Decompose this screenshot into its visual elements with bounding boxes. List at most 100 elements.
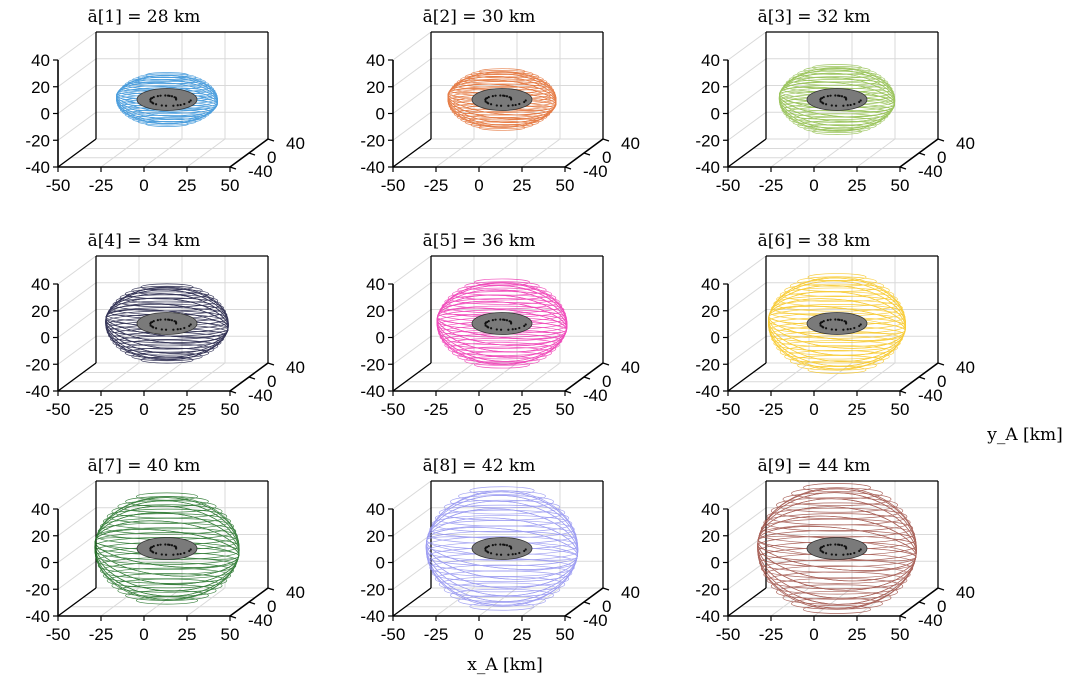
crater-dot [511, 328, 514, 331]
grid-line [392, 534, 432, 563]
box-edge [727, 362, 767, 392]
z-tick-label: -20 [695, 580, 720, 599]
grid-line [856, 362, 896, 392]
y-tick-label: 40 [956, 583, 975, 602]
crater-dot [499, 94, 502, 97]
orbit-track [797, 120, 877, 131]
crater-dot [853, 551, 856, 555]
crater-dot [843, 96, 846, 99]
grid-line [392, 85, 432, 114]
asteroid-body [806, 88, 868, 111]
crater-dot [845, 546, 848, 549]
orbit-track [792, 116, 882, 129]
orbit-track [460, 74, 544, 85]
z-tick-label: 0 [376, 105, 385, 124]
y-tick [918, 152, 926, 156]
y-tick-label: 0 [267, 148, 276, 167]
orbit-track [447, 342, 557, 356]
y-tick [267, 587, 275, 591]
crater-dot [164, 328, 168, 331]
x-tick-label: 0 [139, 400, 148, 419]
z-tick-label: 40 [701, 275, 720, 294]
x-tick-label: 50 [891, 176, 910, 195]
grid-line [521, 138, 561, 168]
grid-line [143, 362, 183, 392]
grid-line [57, 534, 97, 563]
crater-dot [824, 103, 828, 106]
crater-dot [826, 544, 829, 547]
crater-dot [523, 100, 526, 104]
crater-dot [179, 552, 182, 556]
z-tick-label: -40 [360, 382, 385, 401]
y-tick [248, 376, 256, 380]
grid-line [57, 507, 97, 537]
y-tick [899, 615, 907, 619]
orbit-track [478, 124, 526, 131]
crater-dot [824, 327, 828, 330]
crater-dot [826, 319, 829, 322]
x-tick-label: 0 [809, 625, 818, 644]
z-tick-label: 20 [31, 302, 50, 321]
x-tick-label: 50 [556, 625, 575, 644]
orbit-shell [436, 278, 568, 369]
crater-dot [484, 100, 487, 103]
z-tick-label: -40 [360, 607, 385, 626]
crater-dot [834, 543, 837, 546]
crater-dot [511, 104, 514, 107]
y-tick-label: 0 [937, 148, 946, 167]
grid-line [186, 362, 226, 392]
crater-dot [845, 97, 848, 100]
box-edge [57, 362, 97, 392]
crater-dot [160, 328, 163, 331]
crater-dot [176, 553, 179, 556]
asteroid-shape [471, 88, 533, 111]
x-tick-label: -25 [424, 400, 449, 419]
grid-line [727, 480, 767, 510]
z-tick-label: -40 [25, 382, 50, 401]
crater-dot [159, 94, 162, 97]
crater-dot [499, 318, 502, 321]
y-tick-label: -40 [248, 162, 273, 181]
x-tick-label: 25 [848, 625, 867, 644]
crater-dot [499, 543, 502, 546]
crater-dot [846, 104, 849, 107]
x-tick-label: 50 [221, 176, 240, 195]
crater-dot [503, 94, 506, 98]
y-tick [583, 152, 591, 156]
crater-dot [840, 544, 844, 547]
crater-dot [175, 546, 178, 549]
crater-dot [830, 553, 833, 556]
x-tick-label: 50 [891, 400, 910, 419]
y-tick-label: 0 [937, 597, 946, 616]
x-tick-label: 50 [556, 176, 575, 195]
asteroid-body [136, 312, 198, 335]
z-tick-label: -20 [25, 355, 50, 374]
crater-dot [156, 544, 159, 547]
crater-dot [495, 328, 498, 331]
crater-dot [834, 553, 838, 556]
grid-line [392, 255, 432, 285]
z-tick-label: 20 [31, 78, 50, 97]
orbit-track [434, 570, 570, 588]
z-tick-label: -40 [25, 158, 50, 177]
asteroid-shape [806, 537, 868, 560]
x-tick-label: 0 [809, 400, 818, 419]
y-tick [248, 152, 256, 156]
z-tick-label: 20 [701, 302, 720, 321]
crater-dot [524, 548, 527, 551]
crater-dot [159, 543, 162, 546]
orbit-track [469, 602, 535, 611]
crater-dot [511, 553, 514, 556]
y-tick-label: -40 [248, 386, 273, 405]
x-tick-label: 25 [513, 400, 532, 419]
x-tick-label: 0 [474, 176, 483, 195]
crater-dot [164, 104, 168, 107]
crater-dot [486, 325, 489, 328]
grid-line [143, 587, 183, 617]
orbit-track [94, 497, 240, 600]
y-tick [248, 601, 256, 605]
z-tick-label: 0 [41, 554, 50, 573]
orbit-track [131, 351, 203, 362]
asteroid-body [471, 537, 533, 560]
x-tick-label: -50 [716, 625, 741, 644]
